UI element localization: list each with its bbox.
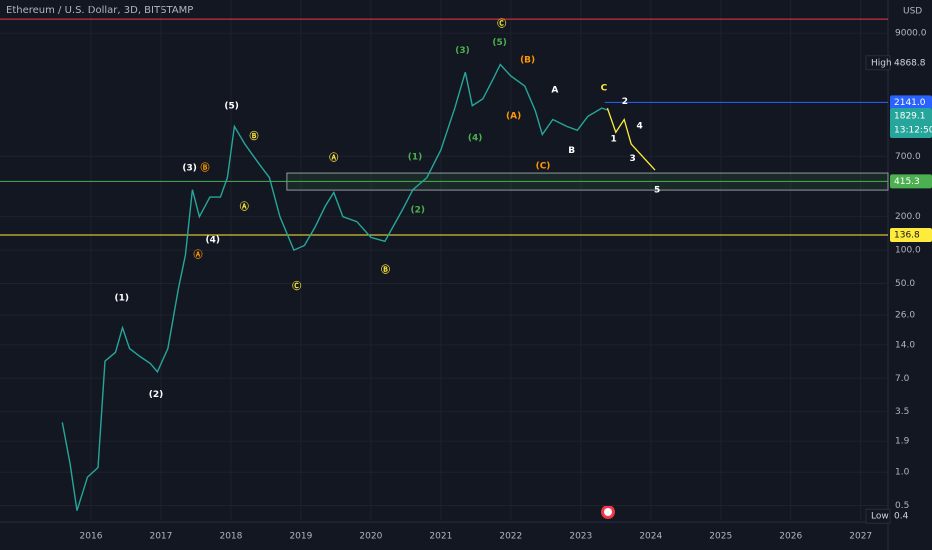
y-tick-label: 26.0: [895, 311, 915, 321]
y-tick-label: 200.0: [895, 212, 921, 222]
x-tick-label: 2023: [569, 532, 592, 542]
wave-label: (B): [520, 56, 535, 66]
wave-label: Ⓒ: [497, 18, 506, 30]
wave-label: (3): [455, 46, 470, 56]
low-tag: 0.4: [894, 512, 909, 522]
projection-line: [606, 107, 656, 171]
low-label: Low: [871, 512, 889, 522]
low-label-bg: [865, 508, 891, 524]
x-tick-label: 2021: [429, 532, 452, 542]
wave-label: 5: [654, 186, 660, 196]
high-tag: 4868.8: [894, 58, 926, 68]
y-tick-label: 7.0: [895, 374, 910, 384]
y-tick-label: 9000.0: [895, 29, 927, 39]
wave-label: 2: [622, 97, 628, 107]
y-tick-label: 14.0: [895, 340, 915, 350]
wave-label: 4: [636, 122, 642, 132]
high-tag-bg: [890, 55, 932, 70]
wave-label: (5): [492, 38, 507, 48]
wave-label: Ⓒ: [292, 280, 301, 292]
x-tick-label: 2022: [499, 532, 522, 542]
y-tick-label: 1.9: [895, 437, 910, 447]
level-tag-bg: [890, 95, 932, 110]
y-tick-label: 1.0: [895, 468, 910, 478]
y-tick-label: 700.0: [895, 152, 921, 162]
wave-label: Ⓑ: [201, 161, 210, 173]
high-label-bg: [865, 55, 891, 71]
wave-label: C: [601, 84, 608, 94]
x-tick-label: 2020: [359, 532, 382, 542]
wave-label: (C): [536, 162, 551, 172]
wave-label: (4): [468, 134, 483, 144]
x-tick-label: 2024: [639, 532, 662, 542]
level-tag-bg: [890, 227, 932, 242]
x-tick-label: 2026: [779, 532, 802, 542]
low-tag-bg: [890, 509, 932, 524]
chart-title: Ethereum / U.S. Dollar, 3D, BITSTAMP: [6, 5, 193, 16]
wave-label: 3: [629, 154, 635, 164]
wave-label: (1): [408, 153, 423, 163]
wave-label: A: [551, 85, 558, 95]
wave-label: Ⓐ: [194, 249, 203, 261]
level-tag: 2141.0: [894, 98, 926, 108]
currency: USD: [903, 7, 922, 17]
y-tick-label: 100.0: [895, 246, 921, 256]
wave-label: B: [568, 146, 575, 156]
level-tag: 415.3: [894, 177, 920, 187]
wave-label: 1: [611, 135, 617, 145]
wave-label: (1): [115, 293, 130, 303]
wave-label: Ⓑ: [250, 130, 259, 142]
x-tick-label: 2018: [219, 532, 242, 542]
wave-label: (2): [411, 206, 426, 216]
y-tick-label: 3.5: [895, 407, 909, 417]
level-tag: 136.8: [894, 230, 920, 240]
y-tick-label: 0.5: [895, 501, 909, 511]
wave-label: (A): [506, 112, 521, 122]
wave-label: Ⓐ: [240, 201, 249, 213]
y-tick-label: 50.0: [895, 279, 915, 289]
price-line: [61, 63, 608, 511]
last-price-bg: [890, 107, 932, 138]
level-tag-bg: [890, 174, 932, 189]
wave-label: (5): [224, 102, 239, 112]
x-tick-label: 2016: [80, 532, 103, 542]
high-label: High: [871, 58, 892, 68]
wave-label: Ⓐ: [329, 152, 338, 164]
x-tick-label: 2027: [849, 532, 872, 542]
x-tick-label: 2025: [709, 532, 732, 542]
x-tick-label: 2017: [149, 532, 172, 542]
wave-label: (2): [149, 390, 164, 400]
countdown: 13:12:50: [894, 125, 932, 135]
x-tick-label: 2019: [289, 532, 312, 542]
last-price: 1829.1: [894, 111, 926, 121]
wave-label: (3): [182, 163, 197, 173]
wave-label: (4): [205, 236, 220, 246]
wave-label: Ⓑ: [381, 264, 390, 276]
flag-icon: [601, 505, 615, 519]
